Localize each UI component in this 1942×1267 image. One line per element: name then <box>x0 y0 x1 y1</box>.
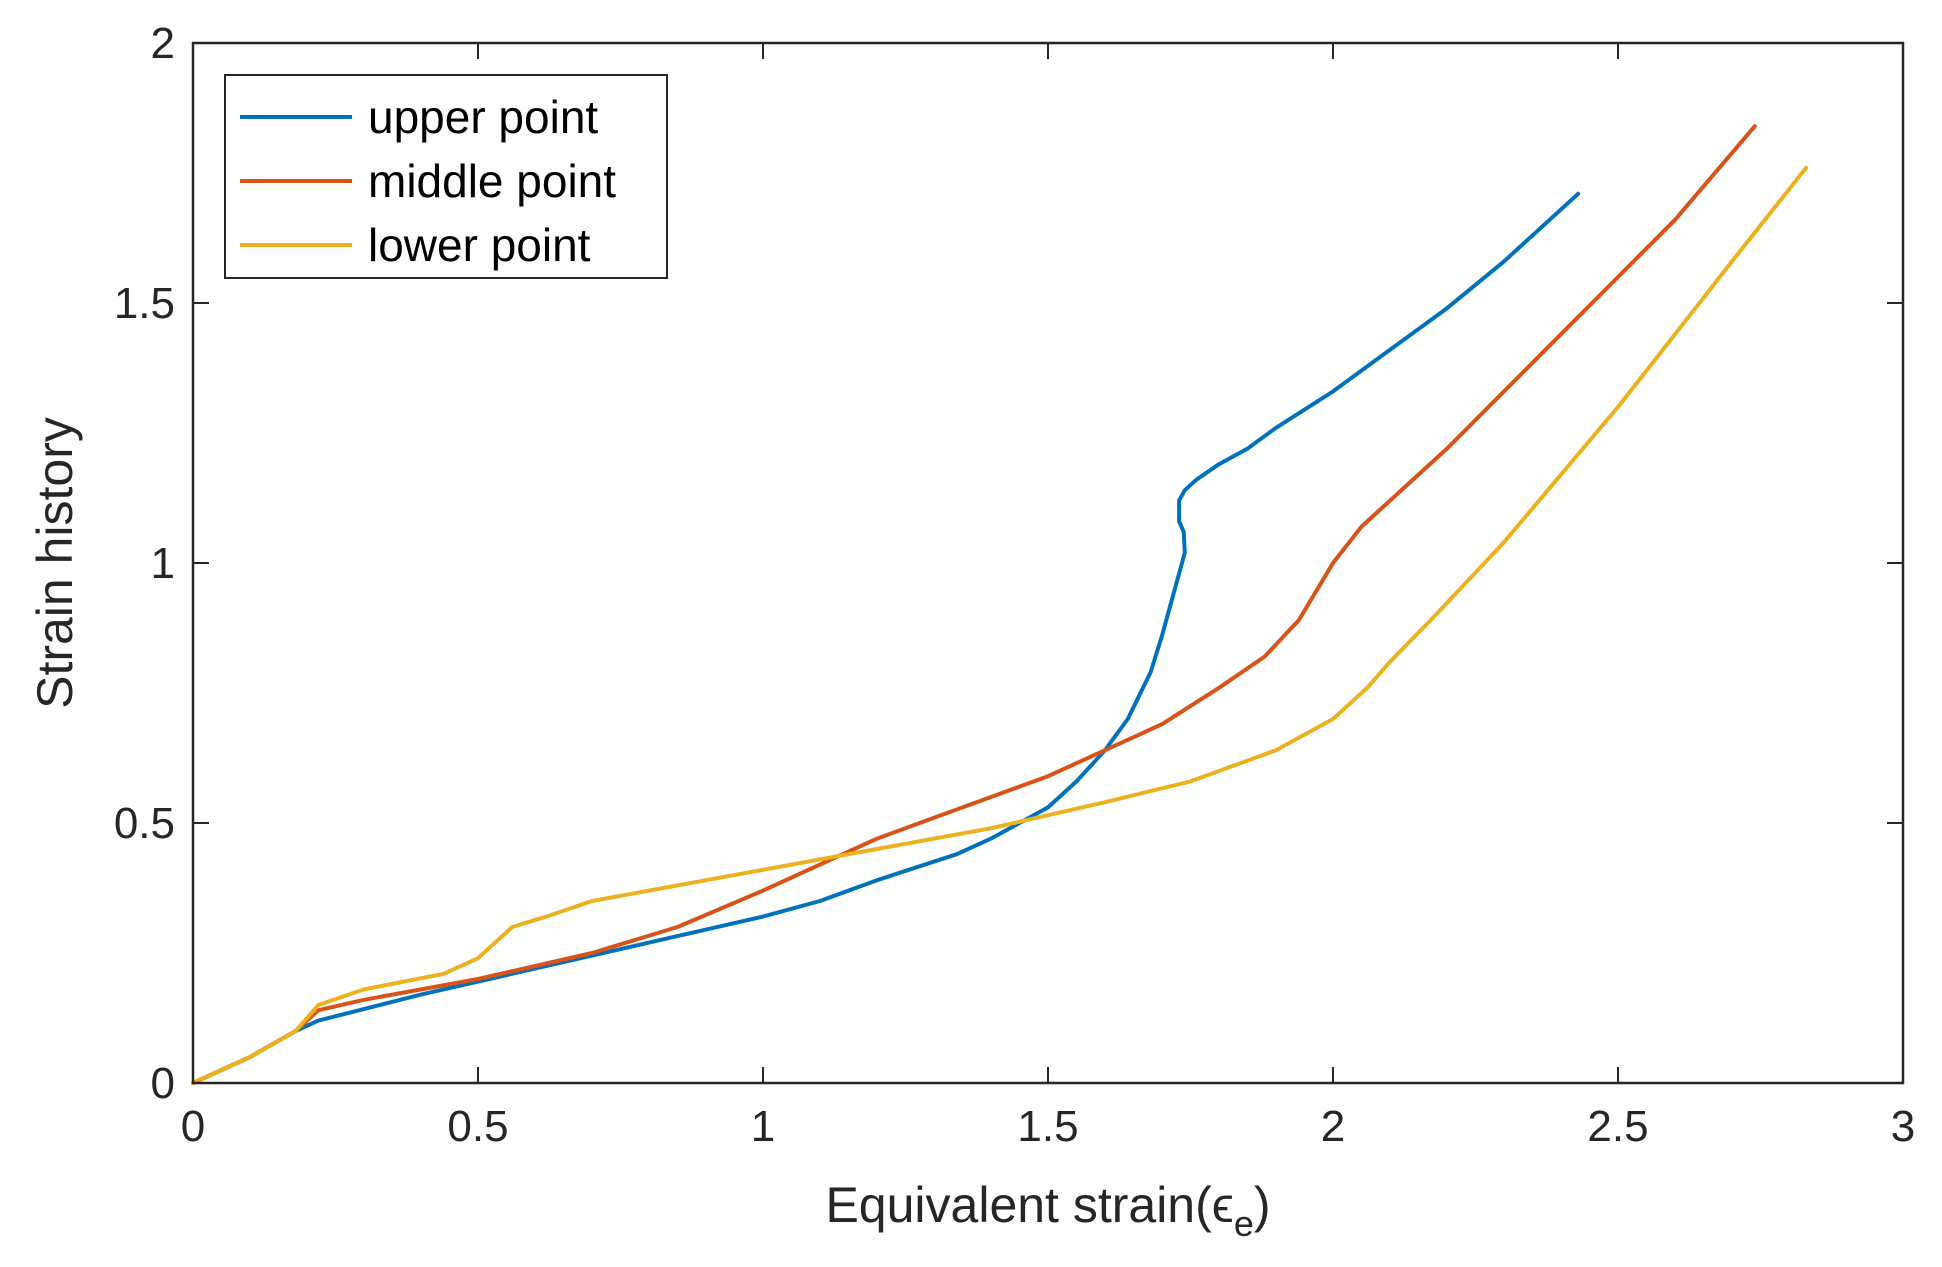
series-layer <box>191 124 1809 1085</box>
x-tick-label-2: 2 <box>1321 1102 1345 1151</box>
x-tick-label-1-5: 1.5 <box>1017 1102 1078 1151</box>
y-tick-label-2: 2 <box>151 19 175 68</box>
legend-label-lower-point: lower point <box>368 219 591 271</box>
y-tick-label-0: 0 <box>151 1059 175 1108</box>
x-tick-label-3: 3 <box>1891 1102 1915 1151</box>
legend-entries: upper point middle point lower point <box>240 91 616 271</box>
y-tick-label-1-5: 1.5 <box>114 279 175 328</box>
y-axis-title: Strain history <box>27 417 83 709</box>
legend-label-middle-point: middle point <box>368 155 616 207</box>
x-axis-title-main: Equivalent strain(ϵ <box>825 1177 1233 1233</box>
series-line-upper-point <box>191 191 1581 1085</box>
y-tick-label-1: 1 <box>151 539 175 588</box>
x-tick-label-0: 0 <box>181 1102 205 1151</box>
x-axis-title-subscript: e <box>1234 1203 1254 1244</box>
tick-layer: 0 0.5 1 1.5 2 2.5 3 0 0.5 1 1.5 2 <box>114 19 1915 1151</box>
legend-label-upper-point: upper point <box>368 91 598 143</box>
x-tick-label-2-5: 2.5 <box>1587 1102 1648 1151</box>
y-tick-label-0-5: 0.5 <box>114 799 175 848</box>
x-axis-title-close: ) <box>1254 1177 1271 1233</box>
x-tick-label-1: 1 <box>751 1102 775 1151</box>
x-axis-title: Equivalent strain(ϵe) <box>825 1177 1270 1244</box>
legend: upper point middle point lower point <box>224 74 668 279</box>
x-tick-label-0-5: 0.5 <box>447 1102 508 1151</box>
series-line-middle-point <box>191 124 1757 1085</box>
axes-box <box>191 41 1905 1085</box>
series-line-lower-point <box>191 165 1809 1085</box>
